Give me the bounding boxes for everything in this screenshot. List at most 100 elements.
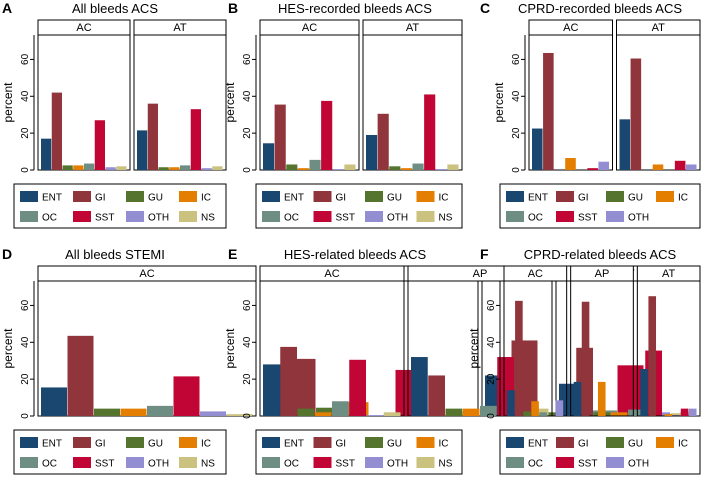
legend-label-ent: ENT (42, 193, 62, 204)
bar-at-sst (424, 94, 436, 170)
bar-at-sst (680, 408, 689, 416)
bar-ac-gi (280, 346, 297, 416)
facet-ac: AC (259, 19, 360, 171)
subfigure-f: F CPRD-related bleeds ACS percent 0 20 40 60 AC… (467, 246, 701, 475)
legend-swatch-ic (656, 437, 674, 448)
panel-letter: C (480, 0, 490, 16)
bar-at-ns (212, 166, 223, 170)
legend-swatch-gi (313, 191, 332, 202)
legend-label-oth: OTH (387, 459, 408, 470)
y-tick-label: 40 (486, 336, 497, 348)
bar-ac-oc (84, 163, 95, 170)
bar-ap-gi (428, 375, 445, 416)
bar-ap-gu (316, 407, 342, 416)
facet-at: AT (616, 19, 701, 171)
bar-at-ent (640, 369, 648, 416)
facet-at: AT (133, 19, 227, 171)
bar-ac-oth (366, 415, 384, 416)
bar-ac-ns (226, 414, 253, 416)
legend-label-sst: SST (95, 459, 114, 470)
legend-label-sst: SST (336, 213, 355, 224)
facet-label: AT (652, 22, 666, 34)
y-axis-label: percent (1, 328, 15, 369)
bar-ac-ns (344, 164, 356, 170)
panel-letter: E (228, 246, 237, 262)
legend-swatch-oc (262, 457, 280, 468)
bar-at-oth (201, 168, 212, 170)
legend-label-oth: OTH (148, 459, 169, 470)
y-tick-label: 40 (242, 336, 253, 348)
bar-ac-ns (383, 412, 401, 416)
legend-label-gi: GI (578, 193, 589, 204)
bar-ac-oth (598, 161, 609, 170)
subfigure-b: B HES-recorded bleeds ACS percent 0 20 40 60 AC… (223, 0, 463, 229)
legend-swatch-gi (73, 191, 91, 202)
legend-label-ic: IC (678, 193, 688, 204)
bar-ac-ic (531, 401, 539, 416)
legend-swatch-gi (73, 437, 91, 448)
bar-at-gi (147, 103, 158, 170)
bar-ac-ent (532, 128, 543, 170)
facet-label: AC (139, 268, 154, 280)
bar-at-gi (630, 58, 642, 170)
bar-ac-oc (147, 405, 173, 416)
y-tick-label: 60 (20, 53, 31, 65)
bar-ac-ic (565, 158, 576, 170)
bar-ac-oc (309, 159, 321, 170)
legend-swatch-ns (416, 457, 435, 468)
y-tick-label: 60 (486, 299, 497, 311)
bar-at-ent (619, 119, 631, 170)
facet-ac: AC (37, 265, 257, 417)
bar-at-oc (412, 163, 424, 170)
legend-swatch-ent (262, 191, 280, 202)
legend-label-ns: NS (439, 459, 453, 470)
legend-swatch-oth (365, 211, 383, 222)
bar-at-ns (447, 164, 459, 170)
bar-ap-gu (445, 408, 463, 416)
legend-swatch-ent (262, 437, 280, 448)
y-tick-label: 0 (20, 413, 31, 419)
legend-label-gi: GI (336, 439, 347, 450)
facet-label: AC (324, 268, 339, 280)
bar-at-gu (389, 166, 401, 170)
bar-ac-gu (297, 408, 315, 416)
legend-label-sst: SST (578, 213, 597, 224)
bar-ac-gu (286, 164, 298, 170)
legend-label-oc: OC (528, 459, 543, 470)
legend-swatch-gu (606, 437, 624, 448)
y-tick-label: 40 (20, 336, 31, 348)
bar-ac-oc (539, 412, 547, 416)
legend-swatch-gu (606, 191, 624, 202)
legend-swatch-oth (126, 457, 144, 468)
legend-swatch-ent (20, 191, 38, 202)
facet-ac: AC (259, 265, 405, 417)
bar-ap-ns (531, 408, 549, 416)
facet-label: AP (473, 268, 488, 280)
legend-swatch-gu (126, 191, 144, 202)
legend-label-sst: SST (95, 213, 114, 224)
y-tick-label: 0 (511, 167, 522, 173)
panel-title: All bleeds ACS (72, 1, 158, 16)
y-tick-label: 40 (511, 90, 522, 102)
facet-label: AC (76, 22, 91, 34)
legend-label-gu: GU (387, 439, 402, 450)
legend-swatch-gi (556, 191, 574, 202)
bar-ac-sst (321, 100, 333, 170)
bar-at-sst (617, 365, 644, 416)
bar-ac-ic (314, 412, 332, 416)
legend-swatch-oth (606, 457, 624, 468)
facet-ac: AC (503, 265, 568, 417)
facet-label: AC (528, 268, 543, 280)
facet-ac: AC (528, 19, 613, 171)
bar-at-gu (158, 167, 169, 170)
bar-ac-ent (507, 390, 515, 416)
legend-swatch-gu (365, 437, 383, 448)
bar-at-ent (366, 134, 378, 170)
legend-label-ns: NS (201, 459, 215, 470)
panel-letter: D (2, 246, 12, 262)
y-tick-label: 0 (242, 167, 253, 173)
y-axis-label: percent (492, 82, 506, 123)
bar-ac-ic (120, 408, 147, 416)
legend-label-ent: ENT (528, 193, 548, 204)
legend-label-gu: GU (148, 193, 163, 204)
